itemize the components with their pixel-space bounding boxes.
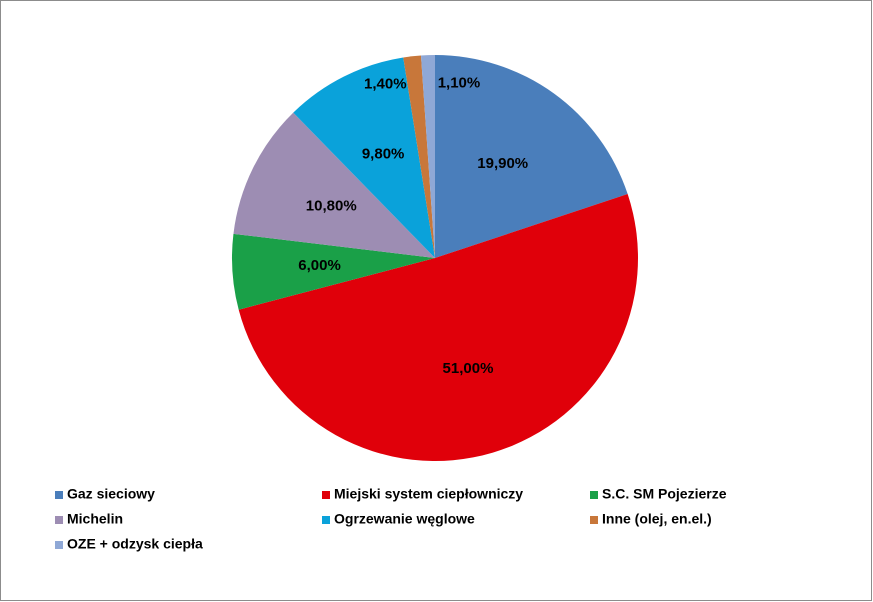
pie-slice [233, 112, 435, 259]
legend-label: Michelin [67, 511, 123, 527]
legend-label: Gaz sieciowy [67, 486, 155, 502]
legend-swatch [322, 516, 330, 524]
pie-slice [420, 55, 435, 258]
legend-swatch [322, 491, 330, 499]
legend-swatch [55, 516, 63, 524]
pie-slice [293, 57, 435, 258]
data-label: 51,00% [443, 360, 494, 377]
legend-swatch [590, 491, 598, 499]
data-label: 1,40% [364, 76, 407, 93]
legend-label: Miejski system ciepłowniczy [334, 486, 523, 502]
legend-label: Inne (olej, en.el.) [602, 511, 712, 527]
data-label: 10,80% [306, 198, 357, 215]
pie-slice [231, 233, 435, 310]
pie-slice [403, 55, 435, 258]
legend-label: Ogrzewanie węglowe [334, 511, 475, 527]
data-label: 19,90% [477, 155, 528, 172]
data-label: 6,00% [298, 257, 341, 274]
pie-slice [238, 194, 639, 462]
pie-slice [435, 55, 628, 258]
legend-swatch [55, 491, 63, 499]
data-label: 9,80% [362, 146, 405, 163]
data-label: 1,10% [438, 74, 481, 91]
legend-swatch [590, 516, 598, 524]
legend-swatch [55, 541, 63, 549]
legend-label: OZE + odzysk ciepła [67, 536, 203, 552]
legend-label: S.C. SM Pojezierze [602, 486, 727, 502]
